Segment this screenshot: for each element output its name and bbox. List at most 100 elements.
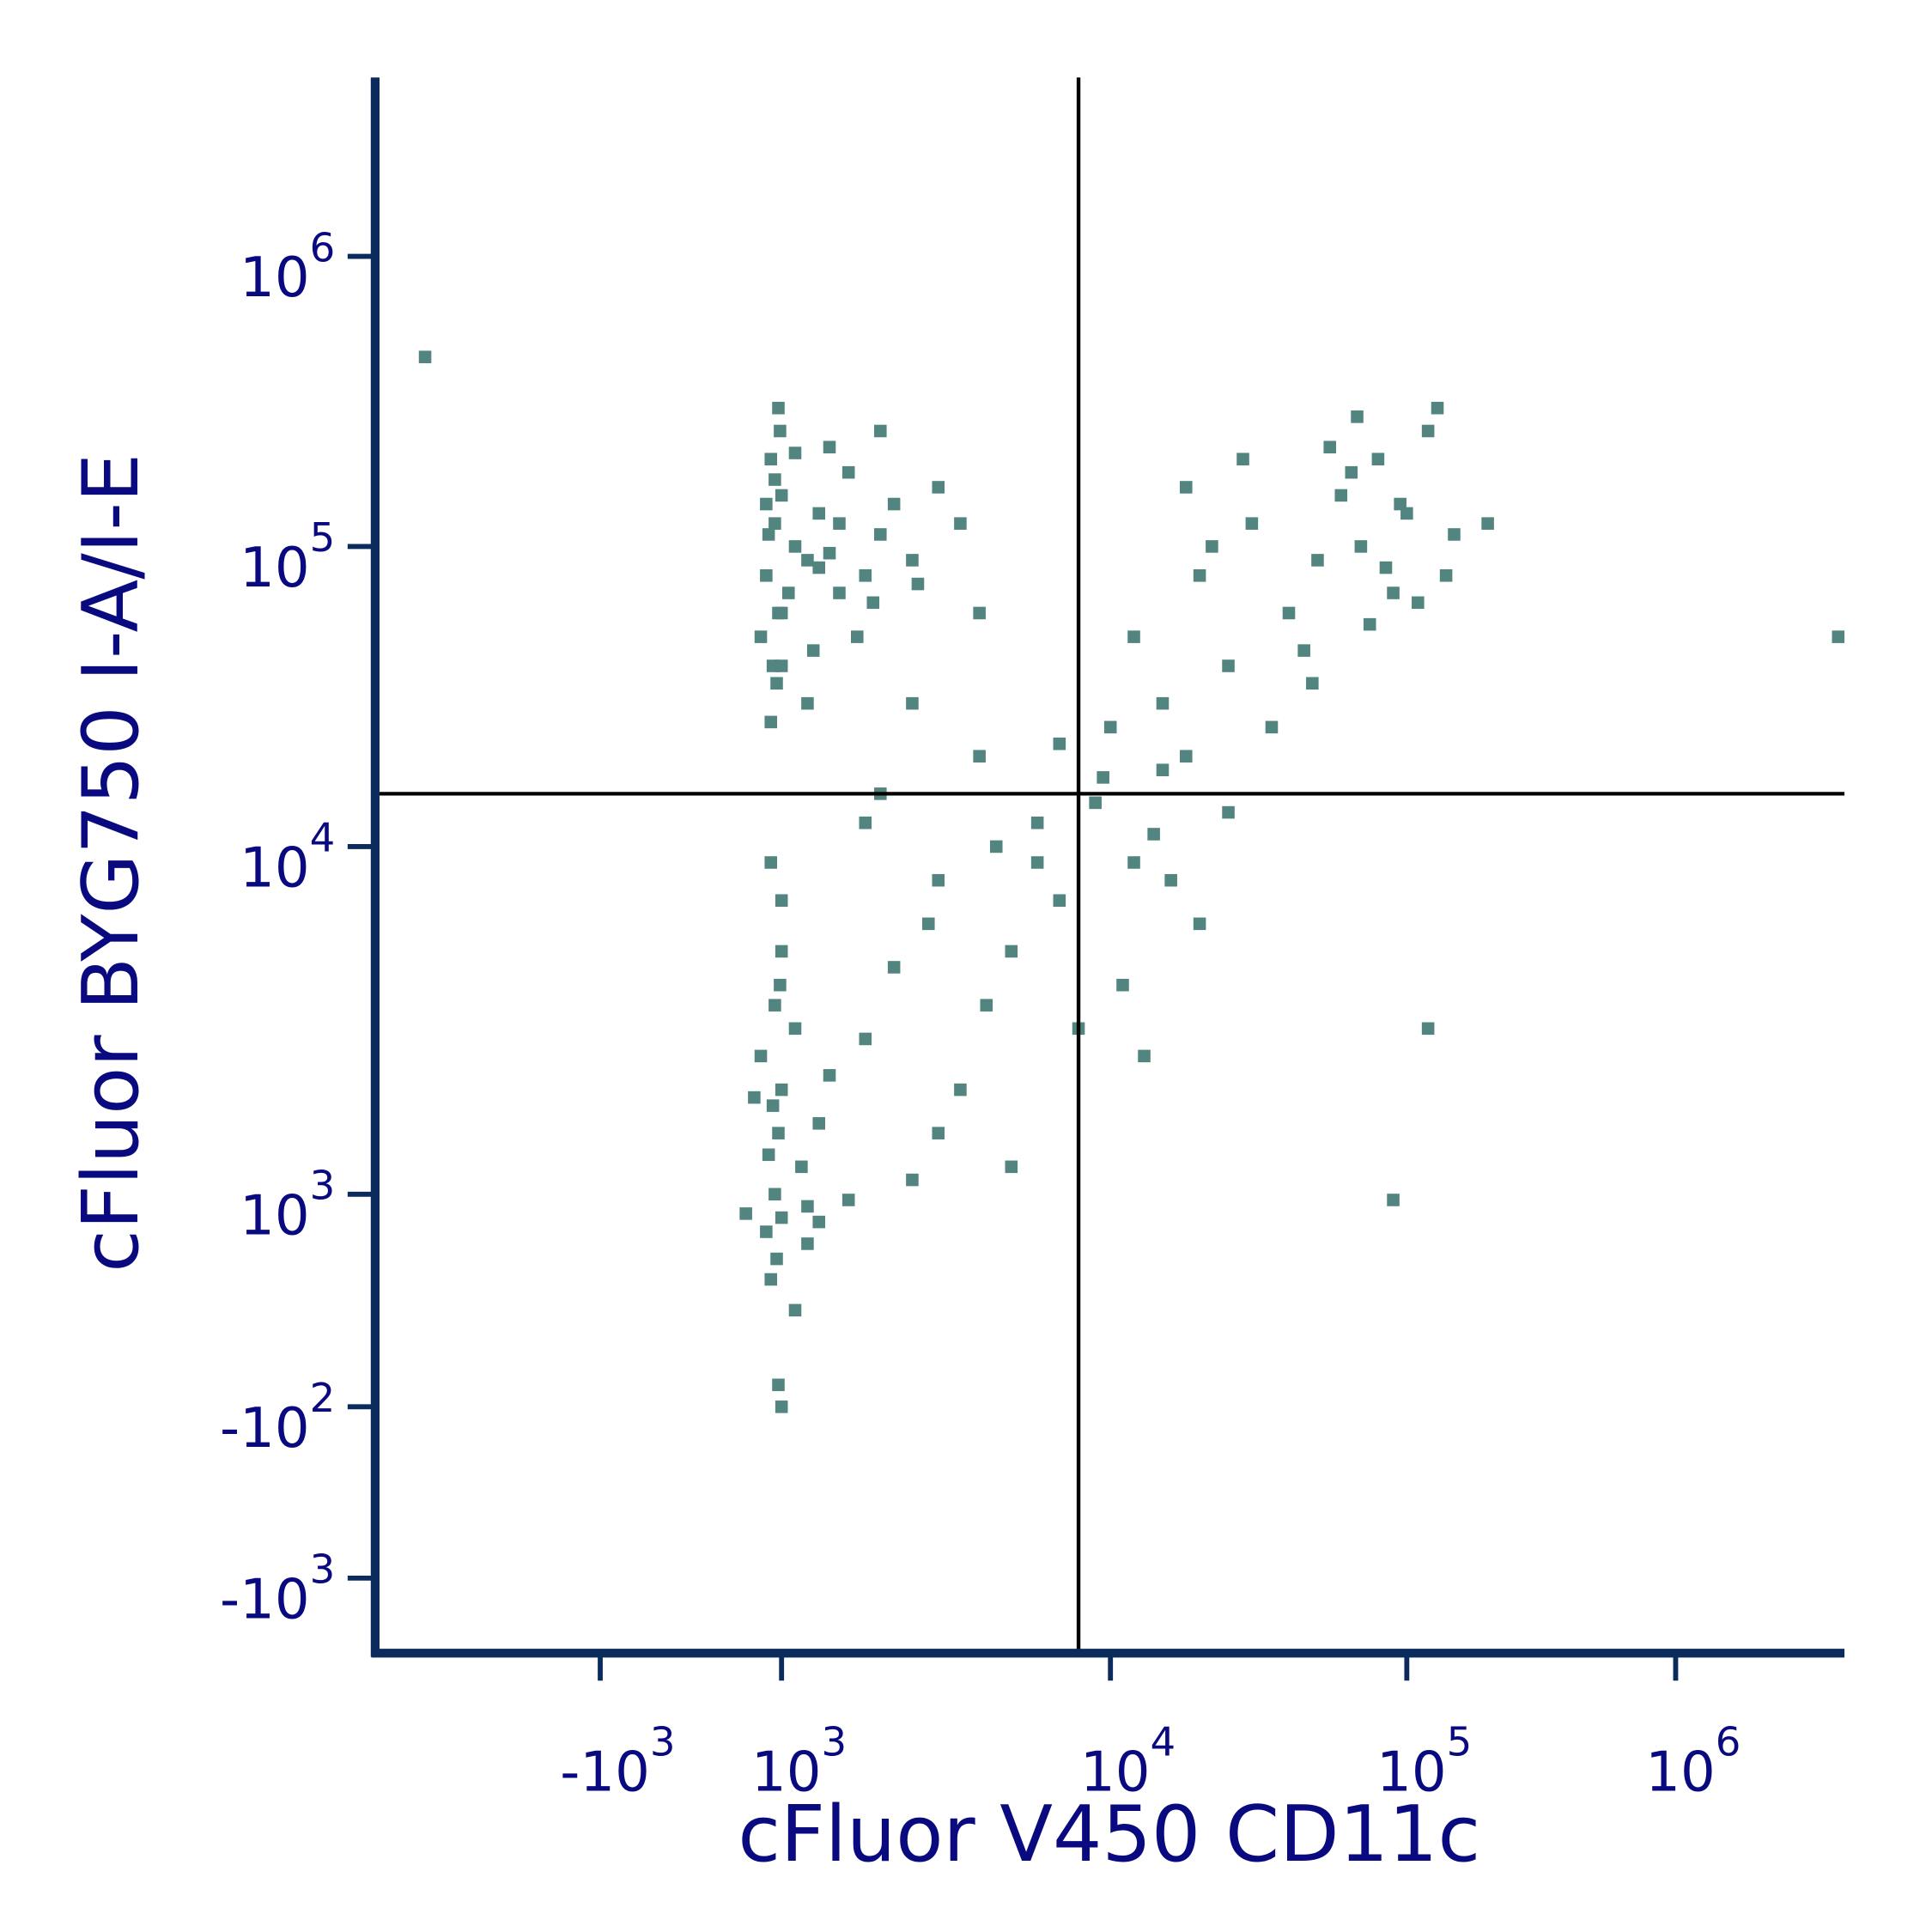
event-dot: [775, 945, 788, 958]
event-dot: [788, 1022, 802, 1036]
x-tick-label-base: 10: [751, 1741, 822, 1804]
event-dot: [1005, 1160, 1018, 1174]
event-dot: [1030, 856, 1044, 869]
x-tick-label: -103: [560, 1719, 675, 1805]
x-tick-label: 104: [1080, 1719, 1176, 1805]
event-dot: [1387, 1194, 1400, 1206]
x-tick-label-exp: 5: [1447, 1719, 1473, 1765]
event-dot: [1005, 945, 1018, 958]
x-tick-label-base: 10: [1376, 1741, 1447, 1804]
event-dot: [1351, 410, 1364, 423]
event-dot: [812, 561, 825, 574]
y-tick-label-exp: 3: [310, 1163, 336, 1209]
event-dot: [801, 696, 814, 710]
event-dot: [866, 596, 880, 610]
event-dot: [764, 856, 778, 869]
y-tick-label-exp: 2: [310, 1375, 336, 1421]
event-dot: [762, 1148, 775, 1162]
event-dot: [859, 568, 872, 582]
event-dot: [1431, 401, 1444, 415]
event-dot: [841, 465, 855, 479]
y-tick-label-base: -10: [220, 1397, 310, 1461]
event-dot: [770, 1252, 783, 1266]
event-dot: [932, 1127, 945, 1139]
event-dot: [851, 630, 864, 643]
event-dot: [1053, 737, 1066, 750]
event-dot: [1306, 677, 1319, 690]
event-dot: [1323, 440, 1337, 453]
event-dot: [973, 750, 986, 762]
event-dot: [772, 1378, 785, 1392]
event-dot: [1832, 630, 1845, 643]
event-dot: [760, 497, 773, 511]
event-dot: [833, 517, 846, 530]
event-dot: [1127, 630, 1140, 643]
y-tick-label-exp: 4: [310, 815, 336, 861]
y-tick-label-base: 10: [240, 537, 310, 600]
event-dot: [859, 1032, 872, 1046]
event-dot: [772, 401, 785, 415]
event-dot: [906, 696, 919, 710]
event-dot: [795, 1160, 808, 1174]
event-dot: [801, 554, 814, 567]
event-dot: [418, 350, 432, 363]
event-dot: [775, 894, 788, 907]
event-dot: [906, 1173, 919, 1187]
event-dot: [1371, 453, 1385, 465]
y-tick-label-exp: 6: [310, 224, 336, 270]
event-dot: [1156, 763, 1170, 776]
event-dot: [775, 606, 788, 620]
event-dot: [775, 659, 788, 672]
event-dot: [932, 481, 945, 494]
y-tick-label-base: 10: [240, 246, 310, 310]
event-dot: [775, 489, 788, 502]
event-dot: [760, 1225, 773, 1238]
event-dot: [1127, 856, 1140, 869]
event-dot: [1222, 659, 1235, 672]
event-dot: [874, 424, 887, 438]
event-dot: [1089, 796, 1102, 810]
event-dot: [775, 1400, 788, 1413]
x-tick-label: 106: [1645, 1719, 1741, 1805]
event-dot: [1394, 497, 1406, 511]
event-dot: [1439, 568, 1453, 582]
y-axis-title: cFluor BYG750 I-A/I-E: [66, 453, 156, 1273]
event-dot: [764, 453, 778, 465]
event-dot: [769, 1188, 781, 1201]
event-dot: [859, 816, 872, 829]
event-dot: [769, 517, 781, 530]
event-dot: [1345, 465, 1358, 479]
y-tick-label-exp: 3: [310, 1546, 336, 1593]
x-tick-label-exp: 3: [650, 1719, 676, 1765]
event-dot: [754, 630, 768, 643]
event-dot: [823, 1069, 836, 1082]
x-tick-label-base: -10: [560, 1741, 650, 1804]
event-dot: [739, 1207, 752, 1220]
event-dot: [1180, 481, 1193, 494]
event-dot: [1265, 720, 1279, 734]
event-dot: [1282, 606, 1296, 620]
event-dot: [1236, 453, 1249, 465]
y-tick-label: -102: [220, 1375, 335, 1461]
event-dot: [788, 1303, 802, 1317]
event-dot: [1138, 1049, 1151, 1063]
event-dot: [989, 840, 1003, 854]
event-dot: [788, 540, 802, 553]
event-dot: [775, 1211, 788, 1224]
x-tick-label: 105: [1376, 1719, 1472, 1805]
event-dot: [1030, 816, 1044, 829]
event-dot: [1193, 917, 1206, 931]
event-dot: [764, 1273, 778, 1286]
event-dot: [1448, 528, 1461, 541]
event-dot: [769, 473, 781, 486]
event-dot: [1116, 978, 1129, 992]
event-dot: [812, 1117, 825, 1130]
event-dot: [841, 1194, 855, 1206]
event-dot: [812, 507, 825, 520]
event-dot: [1245, 517, 1259, 530]
event-dot: [748, 1091, 761, 1104]
y-tick-label: 104: [240, 815, 335, 901]
event-dot: [954, 1083, 967, 1097]
event-dot: [1206, 540, 1218, 553]
y-tick-label: 105: [240, 514, 335, 600]
